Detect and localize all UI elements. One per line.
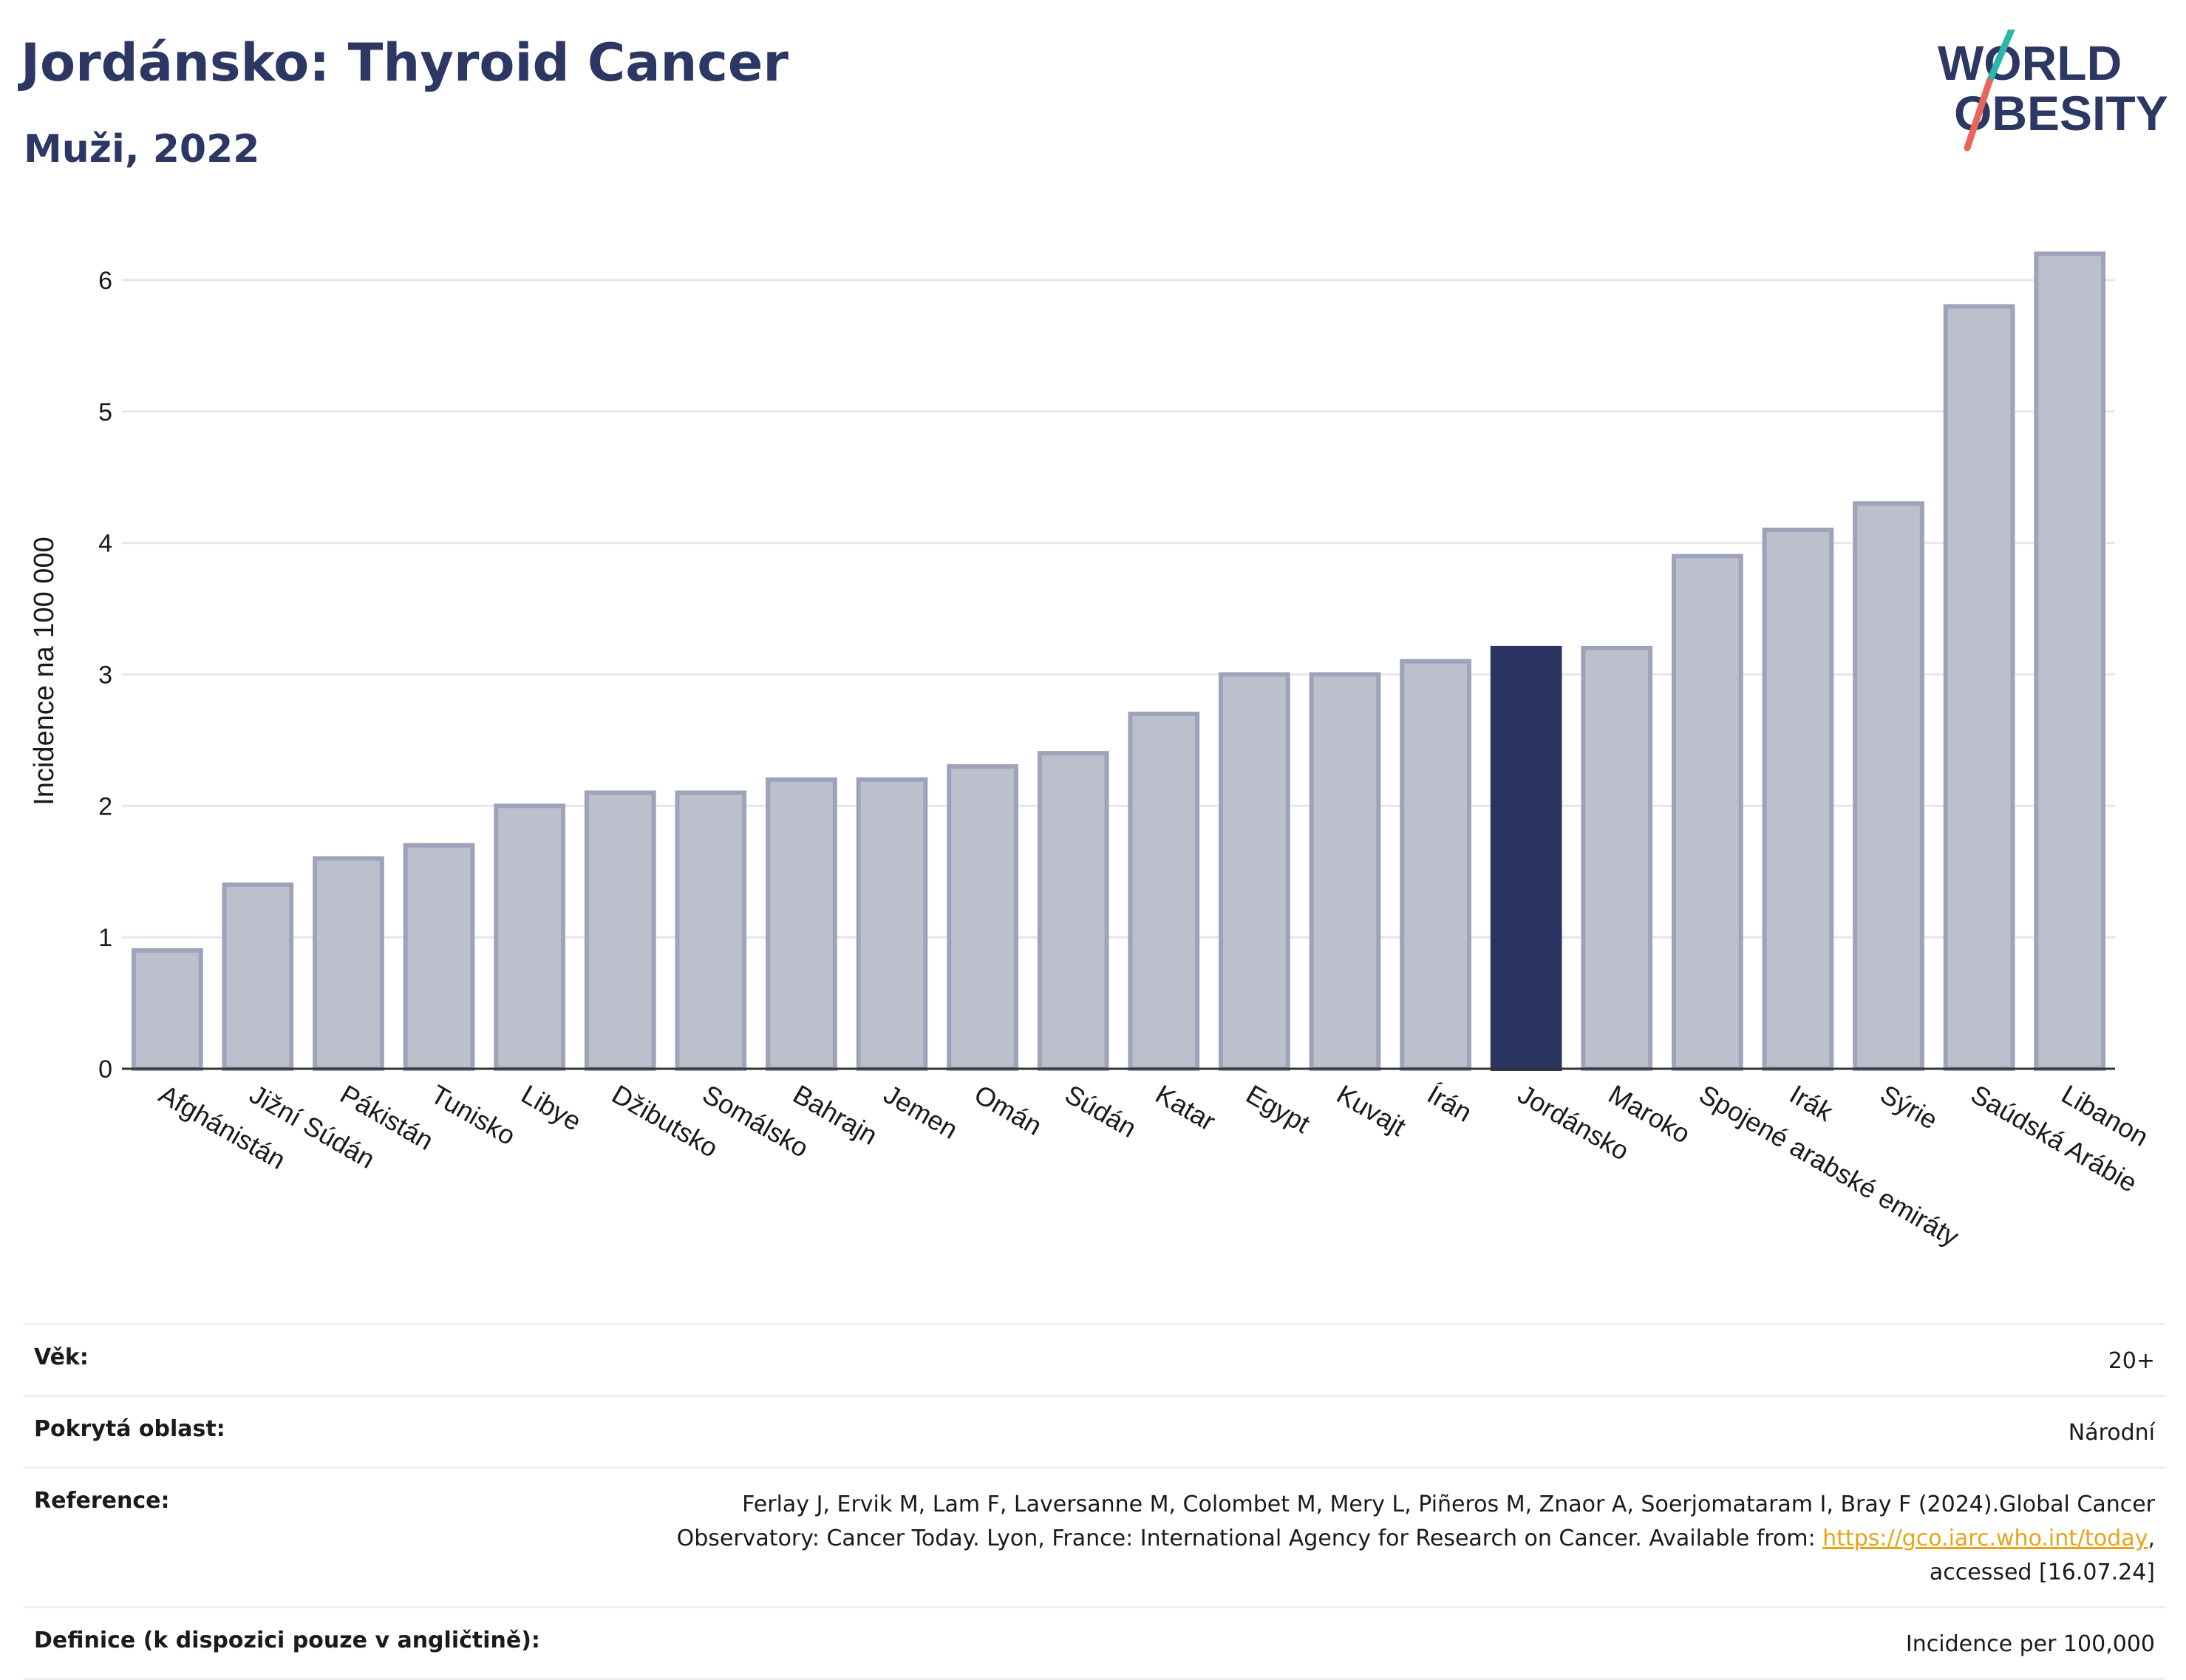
y-tick-label: 6: [98, 267, 112, 295]
bar: [766, 777, 837, 1071]
chart-title: Jordánsko: Thyroid Cancer: [21, 33, 789, 93]
meta-label: Věk:: [34, 1344, 89, 1370]
meta-label: Pokrytá oblast:: [34, 1416, 225, 1442]
meta-value: Národní: [2068, 1420, 2155, 1446]
chart-subtitle: Muži, 2022: [24, 127, 260, 171]
x-tick-label: Tunisko: [426, 1078, 521, 1151]
x-tick-label: Súdán: [1060, 1078, 1142, 1143]
reference-link[interactable]: https://gco.iarc.who.int/today: [1822, 1526, 2148, 1551]
x-tick-label: Egypt: [1241, 1078, 1315, 1139]
bars: [131, 251, 2106, 1072]
y-tick-label: 4: [98, 530, 112, 558]
meta-value: 20+: [2108, 1348, 2155, 1374]
meta-value: Ferlay J, Ervik M, Lam F, Laversanne M, …: [677, 1488, 2155, 1590]
meta-row-reference: Reference: Ferlay J, Ervik M, Lam F, Lav…: [24, 1466, 2165, 1606]
y-tick-label: 2: [98, 792, 112, 820]
bar: [1309, 672, 1381, 1071]
bar: [2034, 251, 2106, 1071]
y-tick-label: 0: [98, 1055, 112, 1084]
y-tick-label: 1: [98, 924, 112, 952]
bar: [1490, 645, 1562, 1071]
logo-slash-teal: [1986, 30, 2015, 85]
meta-row-definition: Definice (k dispozici pouze v angličtině…: [24, 1606, 2165, 1680]
bar: [494, 803, 566, 1071]
bar: [1037, 751, 1109, 1072]
x-tick-label: Libye: [517, 1078, 587, 1137]
bar: [1581, 645, 1653, 1071]
meta-label: Definice (k dispozici pouze v angličtině…: [34, 1628, 540, 1653]
reference-line2-end: ,: [2148, 1526, 2155, 1551]
bar: [1943, 304, 2015, 1071]
bar: [947, 764, 1018, 1071]
logo-line2: OBESITY: [1954, 86, 2168, 140]
x-tick-label: Kuvajt: [1332, 1078, 1411, 1142]
bar: [222, 882, 294, 1071]
bar: [313, 856, 384, 1071]
y-tick-label: 5: [98, 398, 112, 426]
metadata-table: Věk: 20+ Pokrytá oblast: Národní Referen…: [24, 1323, 2165, 1680]
logo-line1: WORLD: [1938, 35, 2122, 90]
bar: [856, 777, 928, 1071]
bar: [675, 790, 747, 1071]
bar: [403, 843, 475, 1072]
x-tick-label: Irák: [1785, 1078, 1839, 1127]
bar: [131, 948, 203, 1072]
world-obesity-logo: WORLD OBESITY: [1938, 30, 2168, 152]
bar: [1219, 672, 1290, 1071]
bar: [1671, 554, 1743, 1071]
x-tick-label: Írán: [1423, 1078, 1477, 1128]
reference-line2: Observatory: Cancer Today. Lyon, France:…: [676, 1526, 1823, 1551]
meta-row-age: Věk: 20+: [24, 1323, 2165, 1395]
meta-row-coverage: Pokrytá oblast: Národní: [24, 1395, 2165, 1466]
bar: [1128, 711, 1200, 1071]
reference-line3: accessed [16.07.24]: [1929, 1560, 2155, 1585]
logo-slash-coral: [1964, 78, 1993, 152]
x-tick-label: Katar: [1151, 1078, 1221, 1137]
meta-value: Incidence per 100,000: [1905, 1631, 2155, 1657]
bar: [584, 790, 656, 1071]
meta-label: Reference:: [34, 1488, 170, 1514]
bar: [1762, 527, 1834, 1072]
x-tick-label: Omán: [970, 1078, 1047, 1141]
y-tick-labels: 0 1 2 3 4 5 6: [98, 267, 112, 1084]
y-tick-label: 3: [98, 661, 112, 689]
bar: [1853, 501, 1924, 1071]
x-tick-label: Sýrie: [1876, 1078, 1944, 1135]
y-axis-label: Incidence na 100 000: [29, 537, 60, 805]
x-tick-label: Jemen: [879, 1078, 963, 1145]
bar: [1400, 659, 1471, 1071]
reference-line1: Ferlay J, Ervik M, Lam F, Laversanne M, …: [742, 1492, 2155, 1517]
